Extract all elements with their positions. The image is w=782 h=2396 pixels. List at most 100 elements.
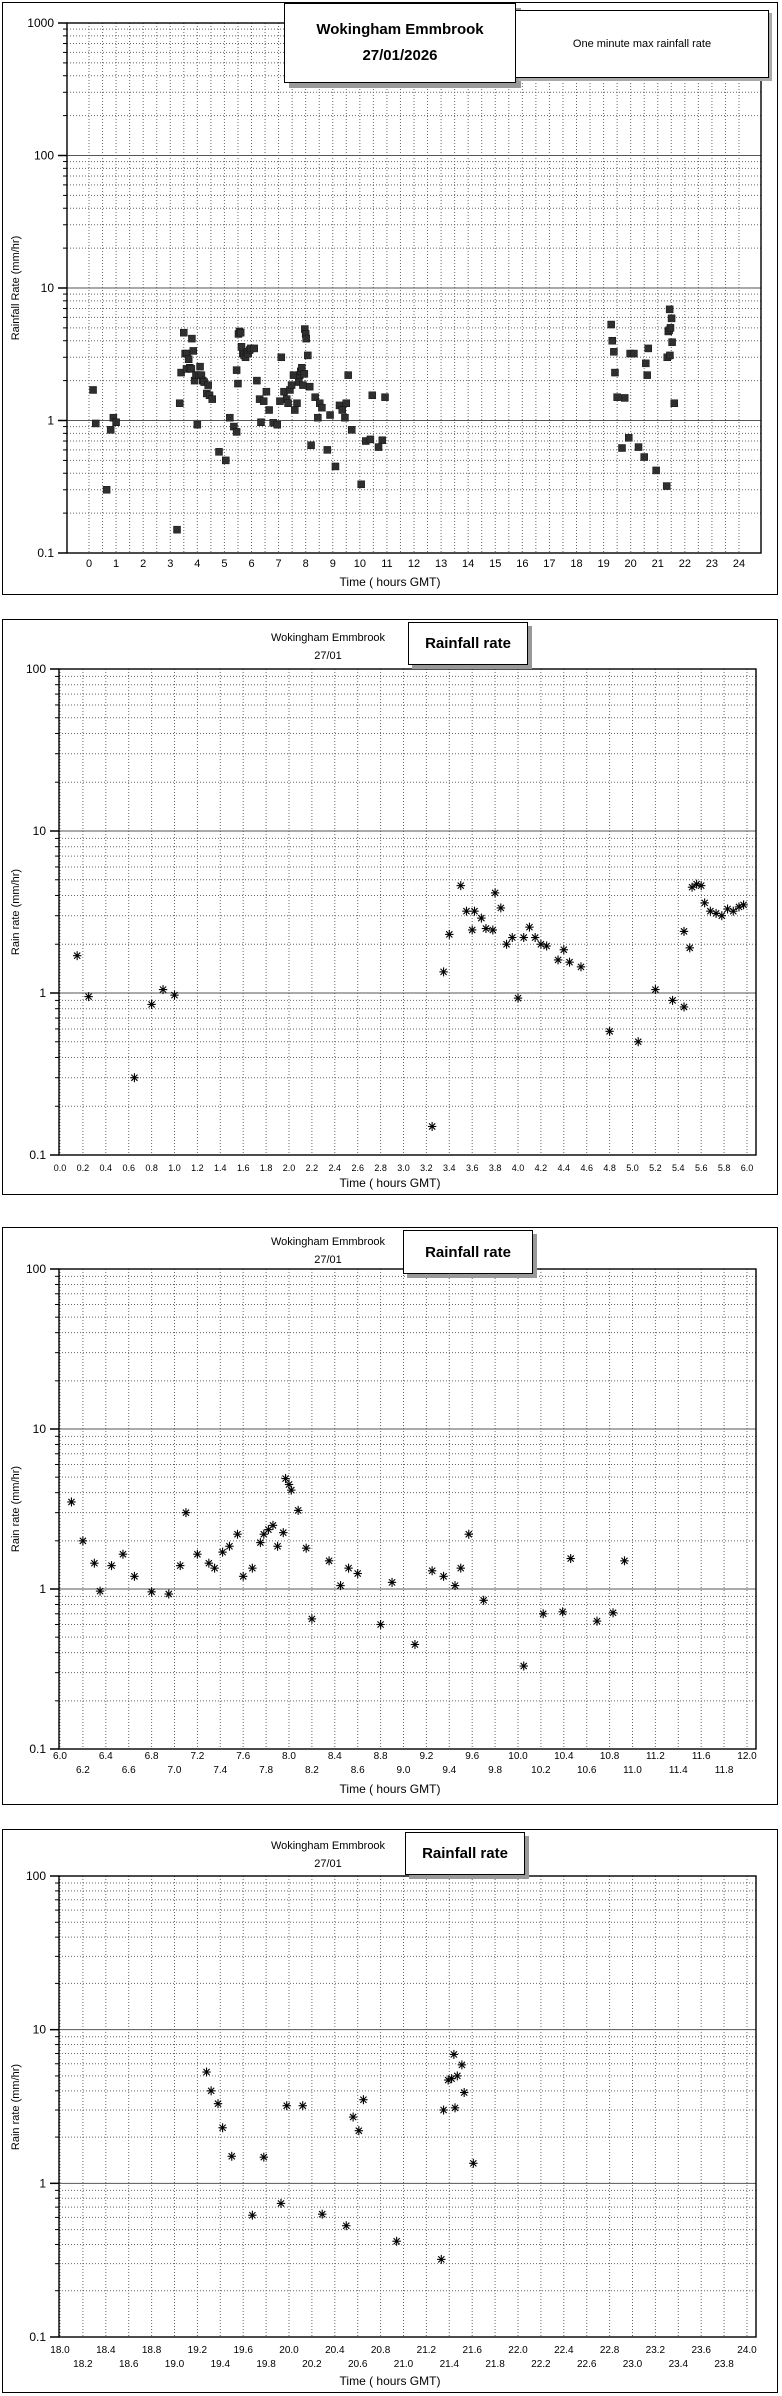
data-point-asterisk bbox=[469, 2158, 478, 2168]
svg-text:20.8: 20.8 bbox=[371, 2345, 391, 2356]
rainfall-scatter-6-12h: 100 10 1 0.1 6.0 6.2 6.4 6.6 6.8 7.0 7.2 7.4 7.6 7.8 8… bbox=[26, 1262, 757, 1776]
data-point-asterisk bbox=[679, 926, 689, 936]
svg-text:6.0: 6.0 bbox=[741, 1163, 754, 1173]
data-point-asterisk bbox=[468, 925, 477, 935]
data-point-asterisk bbox=[502, 939, 511, 949]
svg-text:11.2: 11.2 bbox=[646, 1751, 665, 1762]
data-point-asterisk bbox=[233, 1529, 242, 1539]
data-point-asterisk bbox=[565, 957, 574, 967]
svg-text:10: 10 bbox=[41, 281, 55, 295]
data-point-asterisk bbox=[437, 2254, 446, 2264]
svg-text:19.6: 19.6 bbox=[233, 2345, 253, 2356]
data-point-asterisk bbox=[668, 995, 677, 1005]
data-point-asterisk bbox=[479, 1595, 488, 1605]
data-point-square bbox=[618, 444, 626, 452]
data-point-asterisk bbox=[450, 2103, 460, 2113]
data-point-square bbox=[347, 426, 356, 434]
data-point-asterisk bbox=[488, 925, 498, 935]
svg-text:14: 14 bbox=[462, 558, 474, 570]
svg-text:6.8: 6.8 bbox=[145, 1751, 159, 1762]
data-point-asterisk bbox=[78, 1536, 88, 1546]
svg-text:10.4: 10.4 bbox=[554, 1751, 574, 1762]
svg-text:4.4: 4.4 bbox=[558, 1163, 571, 1173]
data-point-asterisk bbox=[147, 999, 156, 1009]
chart-title-line1: Wokingham Emmbrook bbox=[316, 21, 484, 38]
data-point-square bbox=[259, 397, 268, 405]
data-point-asterisk bbox=[256, 1538, 265, 1548]
data-point-asterisk bbox=[439, 2105, 448, 2115]
data-point-asterisk bbox=[204, 1558, 214, 1568]
data-point-asterisk bbox=[259, 2152, 269, 2162]
data-point-asterisk bbox=[193, 1549, 202, 1559]
svg-text:0.6: 0.6 bbox=[122, 1163, 135, 1173]
svg-text:4.8: 4.8 bbox=[603, 1163, 616, 1173]
data-point-square bbox=[613, 393, 621, 401]
data-point-asterisk bbox=[218, 1547, 227, 1557]
svg-text:6.6: 6.6 bbox=[122, 1765, 136, 1776]
svg-text:21.6: 21.6 bbox=[462, 2345, 482, 2356]
data-point-asterisk bbox=[449, 2049, 459, 2059]
svg-text:5.0: 5.0 bbox=[626, 1163, 639, 1173]
data-point-square bbox=[273, 420, 281, 429]
svg-text:18.8: 18.8 bbox=[142, 2345, 162, 2356]
data-point-asterisk bbox=[301, 1543, 311, 1553]
svg-text:7.6: 7.6 bbox=[236, 1751, 250, 1762]
data-point-asterisk bbox=[634, 1037, 643, 1047]
svg-text:4.2: 4.2 bbox=[535, 1163, 548, 1173]
data-point-square bbox=[276, 397, 284, 405]
data-point-asterisk bbox=[287, 1485, 296, 1495]
data-point-square bbox=[643, 371, 651, 379]
svg-text:12.0: 12.0 bbox=[737, 1751, 757, 1762]
legend-box: One minute max rainfall rate bbox=[515, 10, 769, 78]
svg-text:10: 10 bbox=[33, 1422, 47, 1436]
data-point-asterisk bbox=[118, 1549, 128, 1559]
data-point-asterisk bbox=[536, 939, 546, 949]
svg-text:20.6: 20.6 bbox=[348, 2359, 368, 2370]
data-point-asterisk bbox=[281, 1474, 290, 1484]
svg-text:10.8: 10.8 bbox=[600, 1751, 620, 1762]
data-point-square bbox=[670, 399, 679, 407]
data-point-square bbox=[307, 441, 315, 450]
data-point-square bbox=[323, 446, 332, 454]
data-point-square bbox=[250, 344, 258, 353]
data-point-asterisk bbox=[697, 881, 706, 891]
svg-text:0.8: 0.8 bbox=[145, 1163, 158, 1173]
data-point-asterisk bbox=[427, 1566, 437, 1576]
data-point-square bbox=[232, 428, 241, 436]
data-point-square bbox=[293, 399, 301, 407]
chart-title-line2: 27/01 bbox=[314, 649, 342, 662]
data-point-asterisk bbox=[679, 1002, 689, 1012]
data-point-square bbox=[331, 462, 340, 471]
svg-text:18.4: 18.4 bbox=[96, 2345, 116, 2356]
data-point-square bbox=[187, 365, 196, 373]
data-point-square bbox=[368, 391, 377, 400]
svg-text:21.4: 21.4 bbox=[440, 2359, 460, 2370]
svg-text:0.1: 0.1 bbox=[37, 546, 54, 560]
svg-text:1.8: 1.8 bbox=[260, 1163, 273, 1173]
svg-text:24: 24 bbox=[733, 558, 745, 570]
data-point-asterisk bbox=[519, 1661, 528, 1671]
data-point-asterisk bbox=[530, 933, 540, 943]
data-point-square bbox=[668, 338, 676, 346]
svg-text:8.4: 8.4 bbox=[328, 1751, 342, 1762]
data-point-square bbox=[652, 466, 660, 475]
data-point-square bbox=[234, 379, 242, 388]
svg-text:7.0: 7.0 bbox=[168, 1765, 182, 1776]
chart-title: Wokingham Emmbrook 27/01 bbox=[178, 1234, 478, 1269]
data-point-asterisk bbox=[481, 924, 491, 934]
data-point-square bbox=[634, 443, 643, 451]
data-point-square bbox=[175, 399, 184, 407]
data-point-asterisk bbox=[576, 962, 586, 972]
svg-text:4: 4 bbox=[194, 558, 200, 570]
svg-text:1.6: 1.6 bbox=[237, 1163, 250, 1173]
data-point-asterisk bbox=[608, 1608, 618, 1618]
svg-text:1000: 1000 bbox=[27, 16, 54, 30]
data-point-asterisk bbox=[538, 1609, 548, 1619]
svg-text:7.2: 7.2 bbox=[190, 1751, 204, 1762]
data-point-asterisk bbox=[439, 1571, 448, 1581]
data-point-square bbox=[284, 399, 292, 407]
svg-text:8.2: 8.2 bbox=[305, 1765, 319, 1776]
svg-text:22.8: 22.8 bbox=[600, 2345, 620, 2356]
data-point-square bbox=[184, 355, 193, 363]
data-point-asterisk bbox=[439, 967, 448, 977]
